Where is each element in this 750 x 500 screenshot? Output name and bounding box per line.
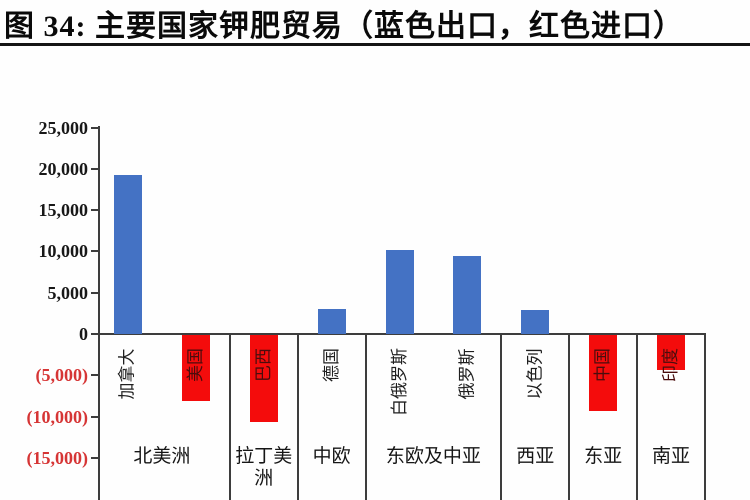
- bar-俄罗斯: [453, 255, 482, 334]
- country-label-美国: 美国: [185, 348, 205, 382]
- country-label-以色列: 以色列: [525, 348, 545, 399]
- y-axis-tick-label: (5,000): [35, 365, 89, 386]
- group-label-南亚: 南亚: [652, 446, 691, 467]
- country-label-巴西: 巴西: [253, 348, 273, 382]
- y-axis-tick-label: 25,000: [38, 117, 89, 138]
- bar-巴西: [249, 335, 278, 422]
- bar-加拿大: [113, 174, 142, 334]
- group-label-中欧: 中欧: [312, 446, 351, 467]
- bar-以色列: [521, 310, 550, 334]
- y-axis-tick: [91, 209, 98, 212]
- y-axis-tick: [91, 250, 98, 253]
- country-label-白俄罗斯: 白俄罗斯: [389, 348, 409, 416]
- group-label-拉丁美洲: 拉丁美洲: [235, 446, 293, 489]
- y-axis-tick-label: 20,000: [38, 158, 89, 179]
- group-separator: [568, 334, 571, 500]
- y-axis-tick: [91, 291, 98, 294]
- y-axis-line: [98, 126, 100, 500]
- y-axis-tick: [91, 456, 98, 459]
- bar-印度: [657, 335, 686, 370]
- y-axis-tick-label: 0: [79, 324, 88, 344]
- country-label-俄罗斯: 俄罗斯: [457, 348, 477, 399]
- country-label-加拿大: 加拿大: [117, 348, 137, 399]
- country-label-印度: 印度: [661, 348, 681, 382]
- y-axis-tick-label: 15,000: [38, 200, 89, 221]
- group-label-东亚: 东亚: [584, 446, 623, 467]
- country-label-德国: 德国: [321, 348, 341, 382]
- y-axis-tick: [91, 333, 98, 335]
- title-rule: [0, 43, 750, 46]
- y-axis-tick-label: (10,000): [26, 406, 89, 427]
- bar-美国: [181, 335, 210, 402]
- y-axis-tick: [91, 374, 98, 377]
- y-axis-tick: [91, 415, 98, 418]
- y-axis-tick: [91, 126, 98, 129]
- zero-baseline: [98, 333, 706, 335]
- group-separator: [704, 334, 706, 500]
- y-axis-tick-label: 5,000: [47, 282, 89, 303]
- bar-白俄罗斯: [385, 249, 414, 334]
- group-label-西亚: 西亚: [516, 446, 555, 467]
- bar-中国: [589, 335, 618, 411]
- group-separator: [636, 334, 639, 500]
- y-axis-tick-label: 10,000: [38, 241, 89, 262]
- y-axis-tick-label: (15,000): [26, 447, 89, 468]
- group-label-东欧及中亚: 东欧及中亚: [385, 446, 481, 467]
- figure-title: 图 34: 主要国家钾肥贸易（蓝色出口，红色进口）: [4, 10, 684, 43]
- group-label-北美洲: 北美洲: [133, 446, 191, 467]
- y-axis-tick: [91, 167, 98, 170]
- group-separator: [296, 334, 299, 500]
- group-separator: [364, 334, 367, 500]
- country-label-中国: 中国: [593, 348, 613, 382]
- group-separator: [228, 334, 231, 500]
- group-separator: [500, 334, 503, 500]
- bar-德国: [317, 309, 346, 334]
